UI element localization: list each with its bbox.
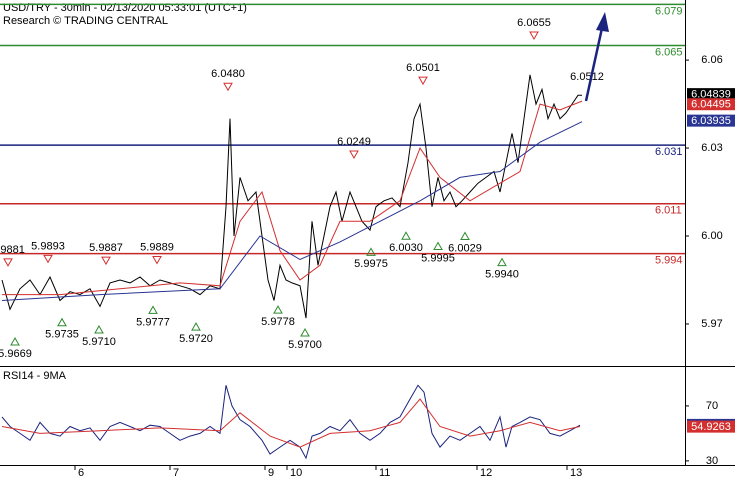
annotation-label: 6.0249 bbox=[337, 136, 371, 148]
last-value-label: 6.04839 bbox=[691, 89, 731, 101]
annotation-label: 5.9889 bbox=[140, 241, 174, 253]
y-tick-label: 6.06 bbox=[701, 54, 722, 66]
low-marker bbox=[460, 231, 470, 241]
level-label: 5.994 bbox=[655, 255, 683, 267]
low-marker bbox=[433, 241, 443, 250]
level-label: 6.031 bbox=[655, 146, 683, 158]
low-marker bbox=[300, 327, 310, 337]
annotation-label: 6.0501 bbox=[406, 62, 440, 74]
chart-subtitle: Research © TRADING CENTRAL bbox=[3, 15, 168, 27]
y-tick-label: 6.03 bbox=[701, 142, 722, 154]
annotation-label: 5.9887 bbox=[89, 242, 123, 254]
last-value-box bbox=[687, 88, 735, 101]
level-label: 6.065 bbox=[655, 46, 683, 58]
high-marker bbox=[529, 31, 539, 40]
high-marker bbox=[152, 256, 162, 265]
annotation-label: 6.0512 bbox=[570, 71, 604, 83]
projection-arrow bbox=[584, 12, 609, 102]
x-tick-label: 13 bbox=[570, 467, 582, 479]
y-tick-label: 70 bbox=[706, 400, 718, 412]
annotation-label: 5.9881 bbox=[0, 244, 25, 256]
series-line bbox=[1, 121, 583, 301]
high-marker bbox=[223, 82, 233, 92]
annotation-label: 5.9777 bbox=[136, 316, 170, 328]
last-value-box bbox=[687, 114, 735, 127]
annotation-label: 5.9940 bbox=[485, 269, 519, 281]
annotation-label: 6.0655 bbox=[517, 17, 551, 29]
high-marker bbox=[418, 76, 428, 86]
x-tick-label: 11 bbox=[379, 467, 390, 479]
panel-title: RSI14 - 9MA bbox=[3, 370, 67, 382]
low-marker bbox=[497, 257, 507, 267]
x-tick-label: 10 bbox=[290, 467, 302, 479]
series-line bbox=[1, 398, 581, 448]
low-marker bbox=[366, 247, 376, 256]
annotation-label: 5.9669 bbox=[0, 348, 32, 360]
last-value-box bbox=[687, 98, 735, 111]
annotation-label: 5.9710 bbox=[82, 336, 116, 348]
annotation-label: 5.9995 bbox=[421, 252, 455, 264]
last-value-label: 6.04495 bbox=[691, 99, 731, 111]
x-tick-label: 9 bbox=[268, 467, 274, 479]
high-marker bbox=[349, 150, 359, 160]
high-marker bbox=[101, 256, 111, 266]
low-marker bbox=[401, 231, 411, 240]
y-tick-label: 5.97 bbox=[701, 318, 722, 330]
last-value-label: 54.9263 bbox=[691, 421, 731, 433]
annotation-label: 5.9720 bbox=[179, 333, 213, 345]
annotation-label: 5.9975 bbox=[354, 258, 388, 270]
annotation-label: 5.9735 bbox=[45, 329, 79, 341]
arrow-head bbox=[596, 12, 609, 32]
x-tick-label: 12 bbox=[480, 467, 492, 479]
y-tick-label: 6.00 bbox=[701, 230, 722, 242]
annotation-label: 6.0029 bbox=[448, 242, 482, 254]
x-tick-label: 6 bbox=[78, 467, 84, 479]
annotation-label: 6.0030 bbox=[389, 242, 423, 254]
annotation-label: 5.9893 bbox=[31, 240, 65, 252]
annotation-label: 5.9700 bbox=[288, 339, 322, 351]
series-line bbox=[2, 100, 583, 296]
x-tick-label: 7 bbox=[173, 467, 179, 479]
low-marker bbox=[191, 322, 201, 331]
low-marker bbox=[57, 317, 67, 327]
arrow-shaft bbox=[584, 27, 604, 102]
level-label: 6.011 bbox=[655, 205, 682, 217]
low-marker bbox=[94, 325, 104, 334]
high-marker bbox=[3, 258, 13, 267]
low-marker bbox=[10, 337, 20, 346]
annotation-label: 5.9778 bbox=[261, 316, 295, 328]
level-label: 6.079 bbox=[655, 5, 683, 17]
high-marker bbox=[43, 254, 53, 264]
low-marker bbox=[148, 305, 158, 314]
annotation-label: 6.0480 bbox=[211, 68, 245, 80]
y-tick-label: 30 bbox=[706, 455, 718, 467]
last-value-label: 6.03935 bbox=[691, 115, 731, 127]
low-marker bbox=[273, 305, 283, 314]
last-value-box bbox=[687, 420, 735, 433]
